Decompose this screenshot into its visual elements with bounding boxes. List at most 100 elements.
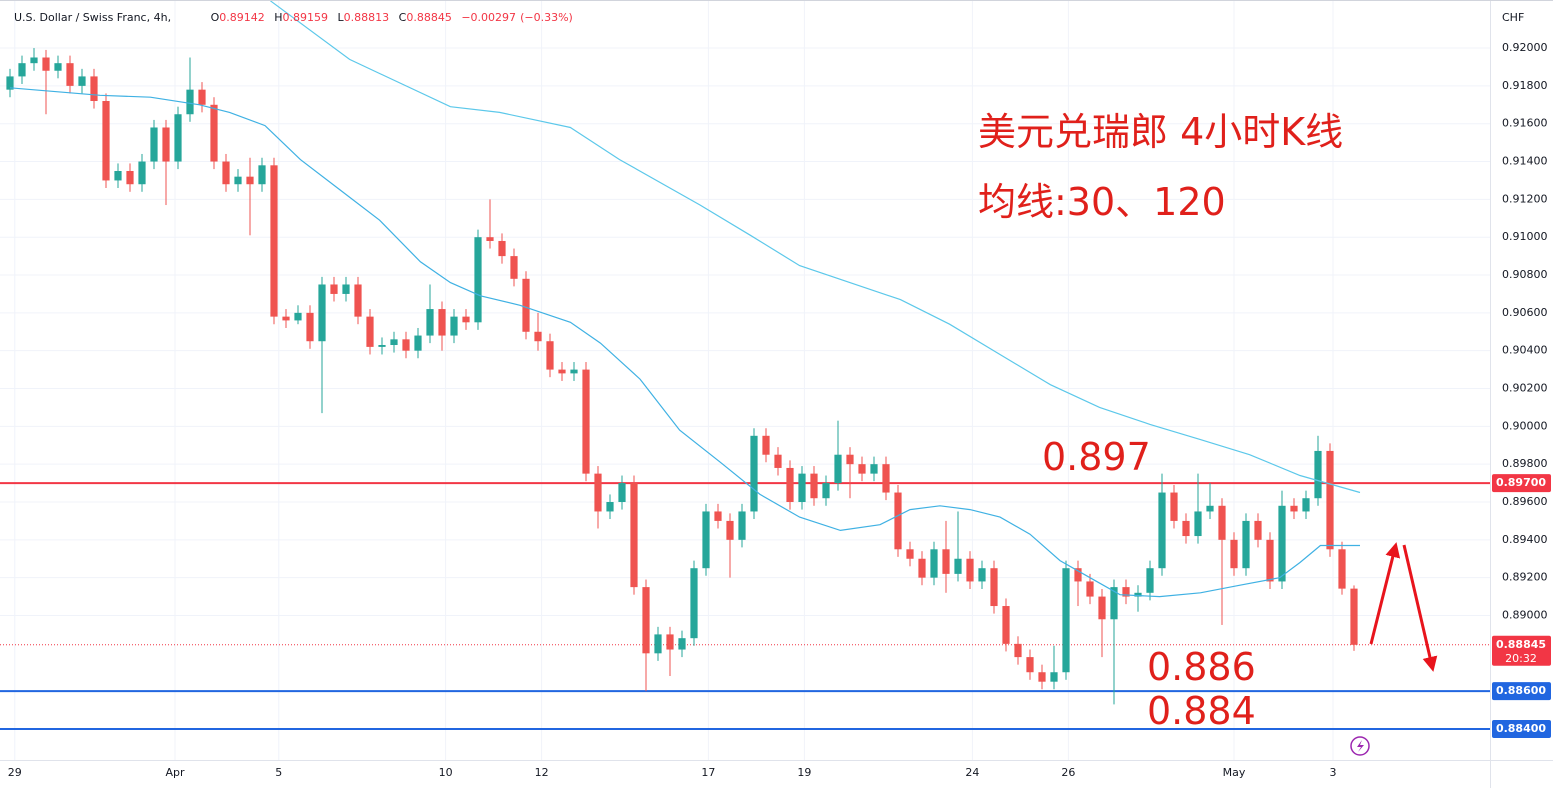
candle-body xyxy=(258,165,266,185)
level-tag xyxy=(1492,719,1551,738)
x-tick-label: May xyxy=(1223,766,1246,779)
candle-body xyxy=(882,464,890,493)
grid xyxy=(0,0,1490,760)
y-tick-label: 0.91200 xyxy=(1502,192,1548,205)
level-tag-label: 0.88400 xyxy=(1496,722,1546,735)
x-tick-label: 5 xyxy=(275,766,282,779)
arrow-up xyxy=(1369,542,1401,645)
alert-icon[interactable] xyxy=(1350,736,1370,756)
candle-body xyxy=(90,76,98,102)
candle-body xyxy=(1122,587,1130,597)
candle-body xyxy=(1302,498,1310,512)
candles xyxy=(6,48,1358,705)
y-tick-label: 0.91000 xyxy=(1502,230,1548,243)
candle-body xyxy=(1170,492,1178,521)
candle-body xyxy=(1242,520,1250,569)
candle-body xyxy=(630,483,638,588)
y-tick-label: 0.90200 xyxy=(1502,382,1548,395)
candle-body xyxy=(702,511,710,569)
candle-body xyxy=(342,284,350,294)
candle-body xyxy=(1146,568,1154,593)
candle-body xyxy=(774,454,782,468)
candle-body xyxy=(18,63,26,77)
x-tick-label: 12 xyxy=(535,766,549,779)
ma-line xyxy=(9,87,1360,598)
axes: 0.89000 0.89200 0.89400 0.89600 0.89800 0.900… xyxy=(8,41,1551,779)
level-tag-label: 0.89700 xyxy=(1496,476,1546,489)
ma-line xyxy=(270,0,1361,494)
candle-body xyxy=(1074,568,1082,582)
candle-body xyxy=(1350,588,1358,645)
candle-body xyxy=(402,339,410,351)
candle-body xyxy=(678,638,686,650)
candle-body xyxy=(486,237,494,241)
candle-body xyxy=(738,511,746,540)
change: −0.00297 xyxy=(461,11,517,24)
candle-body xyxy=(102,101,110,181)
y-tick-label: 0.89800 xyxy=(1502,457,1548,470)
candle-body xyxy=(1002,606,1010,644)
annotation-ma: 均线:30、120 xyxy=(978,180,1226,224)
candle-body xyxy=(1254,520,1262,540)
candle-body xyxy=(642,587,650,654)
candle-body xyxy=(918,558,926,578)
y-tick-label: 0.90400 xyxy=(1502,344,1548,357)
candle-body xyxy=(726,520,734,540)
countdown-label: 20:32 xyxy=(1505,652,1537,665)
candle-body xyxy=(498,240,506,257)
annotation-level: 0.897 xyxy=(1042,435,1151,479)
y-tick-label: 0.89400 xyxy=(1502,533,1548,546)
candle-body xyxy=(54,63,62,71)
candle-body xyxy=(78,76,86,86)
y-tick-label: 0.90000 xyxy=(1502,419,1548,432)
currency: CHF xyxy=(1502,11,1524,24)
candle-body xyxy=(1086,581,1094,597)
candle-body xyxy=(990,568,998,607)
annotation-title: 美元兑瑞郎 4小时K线 xyxy=(978,110,1343,154)
candle-body xyxy=(138,161,146,185)
candle-body xyxy=(234,176,242,185)
candle-body xyxy=(126,170,134,185)
level-tag-label: 0.88600 xyxy=(1496,684,1546,697)
y-tick-label: 0.91600 xyxy=(1502,117,1548,130)
x-tick-label: 24 xyxy=(965,766,979,779)
last-price-tag xyxy=(1492,635,1551,666)
candle-body xyxy=(822,483,830,499)
change-pct: (−0.33%) xyxy=(520,11,573,24)
candle-body xyxy=(1314,450,1322,499)
candle-body xyxy=(618,483,626,503)
y-tick-label: 0.91400 xyxy=(1502,155,1548,168)
y-tick-label: 0.89600 xyxy=(1502,495,1548,508)
candle-body xyxy=(6,76,14,90)
ohlc-label: H xyxy=(274,11,283,24)
candle-body xyxy=(654,634,662,654)
candle-body xyxy=(1290,505,1298,512)
candle-body xyxy=(690,568,698,639)
x-tick-label: 3 xyxy=(1330,766,1337,779)
annotation-level: 0.886 xyxy=(1147,645,1256,689)
candle-body xyxy=(1266,539,1274,582)
levels xyxy=(0,482,1490,730)
candle-body xyxy=(66,63,74,86)
candle-body xyxy=(546,341,554,370)
ohlc-label: L xyxy=(337,11,344,24)
candle-body xyxy=(606,502,614,512)
candle-body xyxy=(222,161,230,185)
candle-body xyxy=(330,284,338,294)
candle-body xyxy=(906,549,914,559)
candle-body xyxy=(378,345,386,347)
x-tick-label: 29 xyxy=(8,766,22,779)
y-tick-label: 0.92000 xyxy=(1502,41,1548,54)
ohlc-label: O xyxy=(210,11,220,24)
candle-body xyxy=(930,549,938,578)
candle-body xyxy=(1230,539,1238,569)
candle-body xyxy=(570,369,578,374)
y-tick-label: 0.89000 xyxy=(1502,608,1548,621)
candle-body xyxy=(666,634,674,650)
y-tick-label: 0.90600 xyxy=(1502,306,1548,319)
candle-body xyxy=(42,57,50,71)
candle-body xyxy=(354,284,362,317)
candle-body xyxy=(1278,505,1286,582)
